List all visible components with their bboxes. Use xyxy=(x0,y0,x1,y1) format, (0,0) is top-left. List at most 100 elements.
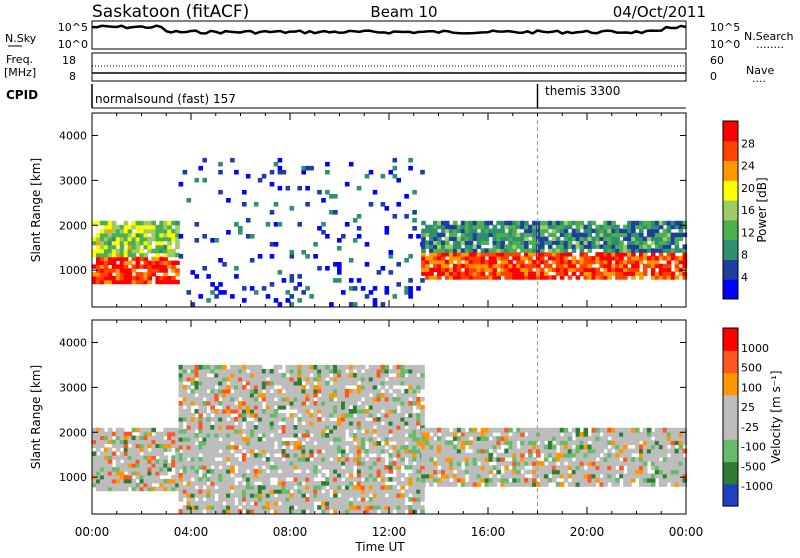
velocity-cell xyxy=(437,436,442,441)
velocity-cell xyxy=(167,478,172,484)
velocity-cell xyxy=(500,431,505,437)
velocity-cell xyxy=(147,474,152,480)
velocity-cell xyxy=(297,481,302,486)
velocity-cell xyxy=(441,444,446,450)
velocity-cell xyxy=(429,477,434,483)
velocity-cell xyxy=(360,485,366,490)
velocity-cell xyxy=(325,489,330,494)
velocity-cell xyxy=(678,431,684,437)
velocity-cell xyxy=(123,474,129,480)
velocity-cell xyxy=(139,467,145,472)
velocity-cell xyxy=(579,452,585,458)
power-cell xyxy=(547,224,553,230)
velocity-cell xyxy=(388,445,394,450)
velocity-cell xyxy=(631,461,636,466)
power-cell xyxy=(635,224,640,230)
power-cell xyxy=(452,236,458,241)
velocity-cell xyxy=(516,473,521,479)
velocity-cell xyxy=(372,461,378,466)
velocity-cell xyxy=(313,493,318,498)
velocity-cell xyxy=(305,489,310,494)
power-cell xyxy=(151,228,156,234)
power-cell xyxy=(591,244,597,249)
velocity-cell xyxy=(433,431,438,437)
power-cell xyxy=(123,232,129,238)
power-cell xyxy=(575,232,581,238)
velocity-cell xyxy=(420,509,425,514)
power-cell xyxy=(508,220,513,226)
velocity-cell xyxy=(257,493,263,498)
velocity-cell xyxy=(190,401,196,406)
velocity-cell xyxy=(425,461,430,466)
power-cell xyxy=(151,268,156,273)
velocity-cell xyxy=(484,431,490,437)
velocity-cell xyxy=(147,455,152,460)
velocity-cell xyxy=(388,413,394,418)
velocity-cell xyxy=(285,485,291,490)
velocity-cell xyxy=(352,489,358,494)
velocity-cell xyxy=(317,405,322,410)
velocity-cell xyxy=(429,473,434,479)
velocity-cell xyxy=(337,384,342,390)
power-cell xyxy=(171,264,176,269)
velocity-cell xyxy=(341,388,346,394)
power-cell xyxy=(603,275,608,280)
velocity-cell xyxy=(186,401,192,406)
velocity-cell xyxy=(151,478,156,484)
velocity-cell xyxy=(472,477,478,483)
power-cell xyxy=(131,248,137,254)
power-cell xyxy=(595,224,600,230)
power-cell xyxy=(456,244,462,249)
velocity-cell xyxy=(480,431,486,437)
velocity-cell xyxy=(218,489,223,494)
power-cell xyxy=(190,270,196,275)
velocity-cell xyxy=(103,435,109,441)
velocity-cell xyxy=(376,453,382,458)
power-cell xyxy=(433,220,438,226)
velocity-cell xyxy=(103,467,109,472)
power-cell xyxy=(488,252,494,257)
velocity-cell xyxy=(388,461,394,466)
velocity-cell xyxy=(194,396,200,402)
velocity-cell xyxy=(206,380,211,386)
velocity-cell xyxy=(317,433,322,438)
velocity-cell xyxy=(607,427,612,433)
velocity-cell xyxy=(214,376,219,382)
power-cell xyxy=(536,244,541,249)
velocity-cell xyxy=(234,493,239,498)
velocity-cell xyxy=(392,485,398,490)
velocity-cell xyxy=(206,461,211,466)
velocity-cell xyxy=(376,421,382,426)
velocity-cell xyxy=(325,405,330,410)
velocity-cell xyxy=(289,421,295,426)
velocity-cell xyxy=(147,478,152,484)
velocity-cell xyxy=(214,505,219,510)
power-cell xyxy=(666,240,672,245)
velocity-cell xyxy=(384,489,390,494)
velocity-cell xyxy=(317,493,322,498)
velocity-cell xyxy=(364,376,370,382)
power-cell xyxy=(421,220,426,226)
velocity-cell xyxy=(429,457,434,462)
velocity-cell xyxy=(396,417,401,422)
power-cell xyxy=(198,165,203,171)
velocity-cell xyxy=(135,443,141,448)
velocity-cell xyxy=(127,447,133,452)
velocity-cell xyxy=(496,477,501,483)
velocity-cell xyxy=(333,392,338,398)
power-cell xyxy=(155,268,160,273)
power-cell xyxy=(425,271,430,276)
power-cell xyxy=(654,248,660,253)
power-cell xyxy=(512,263,517,269)
velocity-cell xyxy=(356,453,362,458)
power-cell xyxy=(245,234,251,239)
velocity-cell xyxy=(143,439,149,445)
power-cell xyxy=(123,248,129,254)
power-cell xyxy=(583,256,589,261)
power-cell xyxy=(631,271,636,276)
velocity-cell xyxy=(123,459,129,464)
velocity-colorbar-segment xyxy=(723,350,738,374)
velocity-cell xyxy=(245,364,251,370)
velocity-cell xyxy=(273,429,279,434)
velocity-cell xyxy=(230,376,235,382)
